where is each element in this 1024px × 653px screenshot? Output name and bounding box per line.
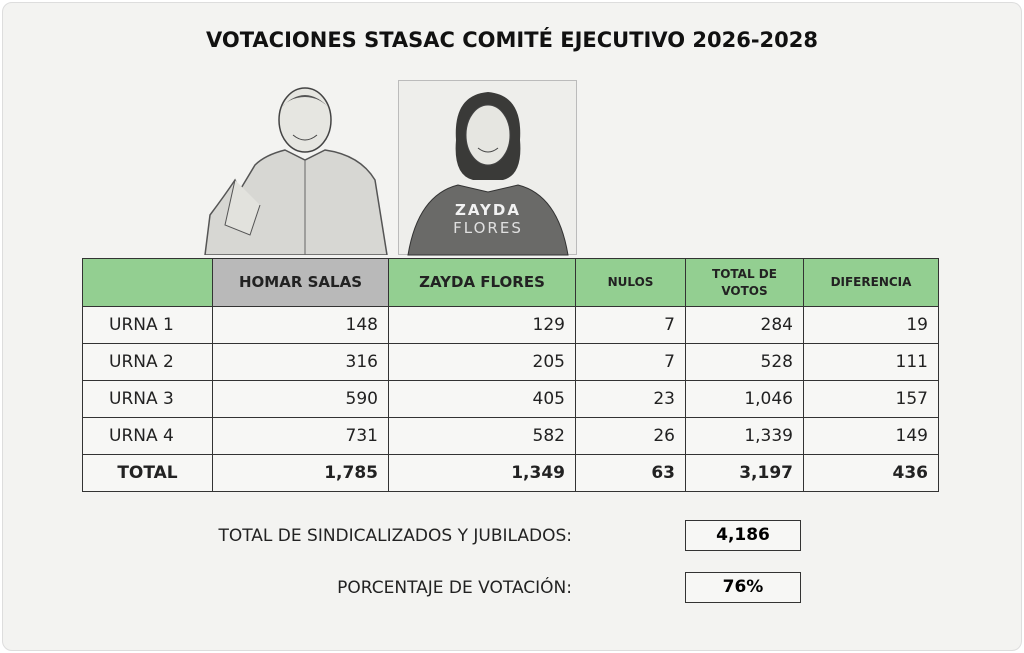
summary-label: TOTAL DE SINDICALIZADOS Y JUBILADOS: xyxy=(218,526,572,546)
cell: 7 xyxy=(575,343,686,381)
results-table: HOMAR SALAS ZAYDA FLORES NULOS TOTAL DE VOT… xyxy=(82,258,939,492)
cell: 405 xyxy=(388,380,576,418)
cell: 23 xyxy=(575,380,686,418)
cell: 7 xyxy=(575,306,686,344)
cell: 1,339 xyxy=(685,417,804,455)
cell: 149 xyxy=(803,417,939,455)
row-label: URNA 3 xyxy=(82,380,213,418)
cell: 316 xyxy=(212,343,389,381)
photo-caption: ZAYDA xyxy=(455,201,521,219)
table-row: URNA 1 148 129 7 284 19 xyxy=(82,306,939,344)
row-label: URNA 4 xyxy=(82,417,213,455)
table-row: URNA 3 590 405 23 1,046 157 xyxy=(82,380,939,418)
header-row: HOMAR SALAS ZAYDA FLORES NULOS TOTAL DE VOT… xyxy=(82,258,939,307)
cell: 3,197 xyxy=(685,454,804,492)
cell: 590 xyxy=(212,380,389,418)
row-label: URNA 1 xyxy=(82,306,213,344)
cell: 26 xyxy=(575,417,686,455)
cell: 1,785 xyxy=(212,454,389,492)
column-header: ZAYDA FLORES xyxy=(388,258,576,307)
table-body: URNA 1 148 129 7 284 19 URNA 2 316 205 7 528 111 URN… xyxy=(82,306,939,492)
cell: 284 xyxy=(685,306,804,344)
cell: 63 xyxy=(575,454,686,492)
photo-caption: FLORES xyxy=(453,219,523,237)
row-label: URNA 2 xyxy=(82,343,213,381)
cell: 205 xyxy=(388,343,576,381)
column-header: TOTAL DE VOTOS xyxy=(685,258,804,307)
candidate-sketch xyxy=(204,87,388,255)
cell: 111 xyxy=(803,343,939,381)
table-row: URNA 2 316 205 7 528 111 xyxy=(82,343,939,381)
summary-label: PORCENTAJE DE VOTACIÓN: xyxy=(337,578,572,598)
header-blank xyxy=(82,258,213,307)
column-header: NULOS xyxy=(575,258,686,307)
cell: 1,349 xyxy=(388,454,576,492)
row-label: TOTAL xyxy=(82,454,213,492)
summary-value: 76% xyxy=(685,572,801,603)
cell: 19 xyxy=(803,306,939,344)
cell: 148 xyxy=(212,306,389,344)
cell: 731 xyxy=(212,417,389,455)
total-row: TOTAL 1,785 1,349 63 3,197 436 xyxy=(82,454,939,492)
cell: 436 xyxy=(803,454,939,492)
cell: 528 xyxy=(685,343,804,381)
cell: 157 xyxy=(803,380,939,418)
candidate-photo: ZAYDA FLORES xyxy=(398,80,577,256)
title: VOTACIONES STASAC COMITÉ EJECUTIVO 2026-… xyxy=(205,28,818,52)
summary-value: 4,186 xyxy=(685,520,801,551)
column-header: HOMAR SALAS xyxy=(212,258,389,307)
cell: 582 xyxy=(388,417,576,455)
cell: 1,046 xyxy=(685,380,804,418)
table-row: URNA 4 731 582 26 1,339 149 xyxy=(82,417,939,455)
cell: 129 xyxy=(388,306,576,344)
column-header: DIFERENCIA xyxy=(803,258,939,307)
